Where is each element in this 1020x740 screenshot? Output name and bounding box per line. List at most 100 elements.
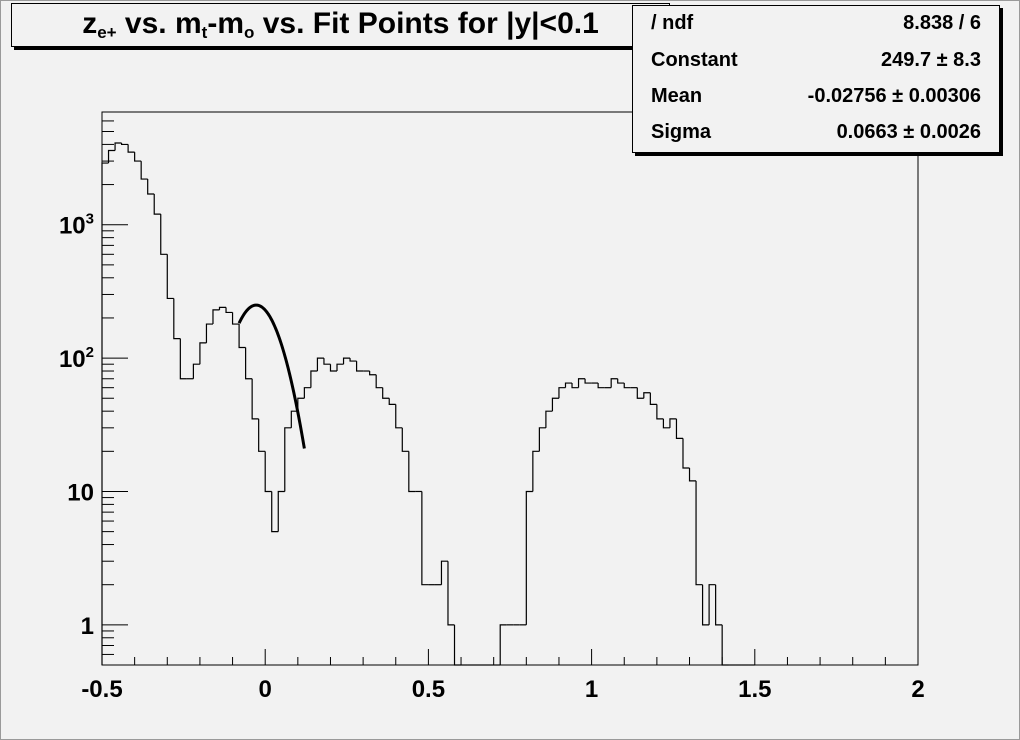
histogram-bin bbox=[388, 398, 396, 405]
histogram-bin bbox=[538, 427, 546, 452]
histogram-bin bbox=[120, 142, 129, 146]
histogram-bin bbox=[395, 404, 403, 429]
histogram-bin bbox=[231, 312, 240, 325]
histogram-bin bbox=[316, 357, 324, 372]
histogram-bin bbox=[336, 363, 344, 372]
histogram-bin bbox=[382, 387, 390, 399]
histogram-bin bbox=[408, 451, 416, 493]
stats-value: 0.0663 ± 0.0026 bbox=[836, 121, 981, 143]
y-tick-label: 103 bbox=[59, 211, 94, 240]
histogram-bin bbox=[258, 418, 266, 452]
histogram-bin bbox=[577, 378, 586, 388]
histogram-bin bbox=[584, 378, 592, 384]
histogram-bin bbox=[349, 358, 357, 362]
histogram-bin bbox=[310, 370, 318, 388]
chart-title: ze+ vs. mt-mo vs. Fit Points for |y|<0.1 bbox=[82, 7, 599, 42]
histogram-bin bbox=[173, 298, 181, 340]
histogram-bin bbox=[558, 387, 566, 399]
histogram-bin bbox=[127, 144, 135, 153]
histogram-bin bbox=[701, 584, 710, 626]
x-tick-label: 1 bbox=[585, 676, 598, 703]
histogram-bin bbox=[643, 392, 651, 399]
histogram-bin bbox=[107, 149, 116, 164]
histogram-bin bbox=[636, 387, 644, 399]
histogram-bin bbox=[238, 324, 246, 349]
gaussian-fit-curve bbox=[237, 303, 306, 449]
histogram-bin bbox=[617, 378, 625, 384]
histogram-bin bbox=[323, 358, 331, 365]
x-tick-label: 2 bbox=[911, 676, 924, 703]
stats-label: Constant bbox=[651, 49, 738, 71]
x-tick-label: 0.5 bbox=[412, 676, 445, 703]
histogram-bin bbox=[453, 624, 462, 666]
histogram-bin bbox=[205, 323, 213, 343]
histogram-bin bbox=[212, 309, 220, 325]
y-tick-label: 1 bbox=[81, 613, 94, 640]
stats-row-mean: Mean -0.02756 ± 0.00306 bbox=[633, 79, 999, 115]
histogram-bin bbox=[721, 624, 729, 666]
stats-value: -0.02756 ± 0.00306 bbox=[807, 85, 981, 107]
histogram-bin bbox=[245, 347, 253, 380]
histogram-bin bbox=[140, 161, 148, 180]
histogram-bin bbox=[669, 418, 677, 428]
histogram-bin bbox=[114, 142, 122, 151]
x-tick-label: 1.5 bbox=[738, 676, 771, 703]
y-tick-label: 10 bbox=[67, 479, 94, 506]
histogram-bin bbox=[649, 392, 657, 405]
histogram-bin bbox=[401, 427, 409, 452]
histogram-bin bbox=[264, 451, 272, 493]
histogram-bin bbox=[675, 418, 683, 439]
histogram-bin bbox=[447, 561, 455, 626]
stats-label: / ndf bbox=[651, 12, 694, 34]
histogram-bin bbox=[160, 214, 168, 255]
stats-row-ndf: / ndf 8.838 / 6 bbox=[633, 6, 999, 42]
histogram-bin bbox=[251, 378, 259, 420]
histogram-bin bbox=[192, 363, 200, 379]
y-tick-label: 102 bbox=[59, 344, 94, 373]
histogram-bin bbox=[147, 179, 155, 195]
histogram-bin bbox=[218, 306, 227, 310]
histogram-bin bbox=[369, 371, 377, 376]
histogram-bin bbox=[440, 560, 448, 585]
histogram-bin bbox=[695, 480, 703, 586]
title-box: ze+ vs. mt-mo vs. Fit Points for |y|<0.1 bbox=[11, 3, 670, 47]
histogram-bin bbox=[525, 490, 533, 625]
histogram-bin bbox=[708, 584, 716, 625]
histogram-bin bbox=[532, 450, 540, 492]
histogram-bin bbox=[656, 404, 664, 420]
histogram-bin bbox=[101, 162, 109, 665]
histogram-bin bbox=[499, 624, 507, 665]
histogram-bin bbox=[355, 361, 364, 372]
histogram-bin bbox=[290, 410, 298, 428]
histogram-bin bbox=[134, 152, 142, 162]
histogram-bin bbox=[545, 410, 553, 428]
histogram-bin bbox=[329, 364, 338, 372]
histogram-bin bbox=[342, 357, 351, 365]
histogram-bin bbox=[551, 397, 559, 412]
x-tick-label: -0.5 bbox=[81, 676, 122, 703]
histogram-bin bbox=[597, 383, 605, 389]
histogram-bin bbox=[375, 374, 383, 389]
histogram-bin bbox=[271, 491, 279, 533]
histogram-bin bbox=[284, 427, 292, 492]
histogram-bin bbox=[715, 584, 723, 626]
histogram-bin bbox=[277, 490, 285, 532]
histogram-bin bbox=[421, 491, 429, 586]
histogram-bin bbox=[688, 467, 697, 482]
stats-row-constant: Constant 249.7 ± 8.3 bbox=[633, 43, 999, 79]
histogram-bin bbox=[662, 418, 670, 429]
stats-row-sigma: Sigma 0.0663 ± 0.0026 bbox=[633, 115, 999, 151]
histogram-bin bbox=[571, 383, 579, 389]
histogram-bin bbox=[623, 383, 631, 389]
histogram-bin bbox=[166, 254, 174, 300]
histogram-bin bbox=[682, 438, 690, 469]
plot-frame bbox=[101, 111, 919, 666]
stats-label: Mean bbox=[651, 85, 703, 107]
histogram-bin bbox=[179, 338, 187, 380]
histogram-bin bbox=[199, 342, 207, 365]
fit-stats-box: / ndf 8.838 / 6 Constant 249.7 ± 8.3 Mea… bbox=[632, 5, 1000, 153]
stats-value: 8.838 / 6 bbox=[903, 12, 981, 34]
histogram-bin bbox=[225, 307, 233, 314]
